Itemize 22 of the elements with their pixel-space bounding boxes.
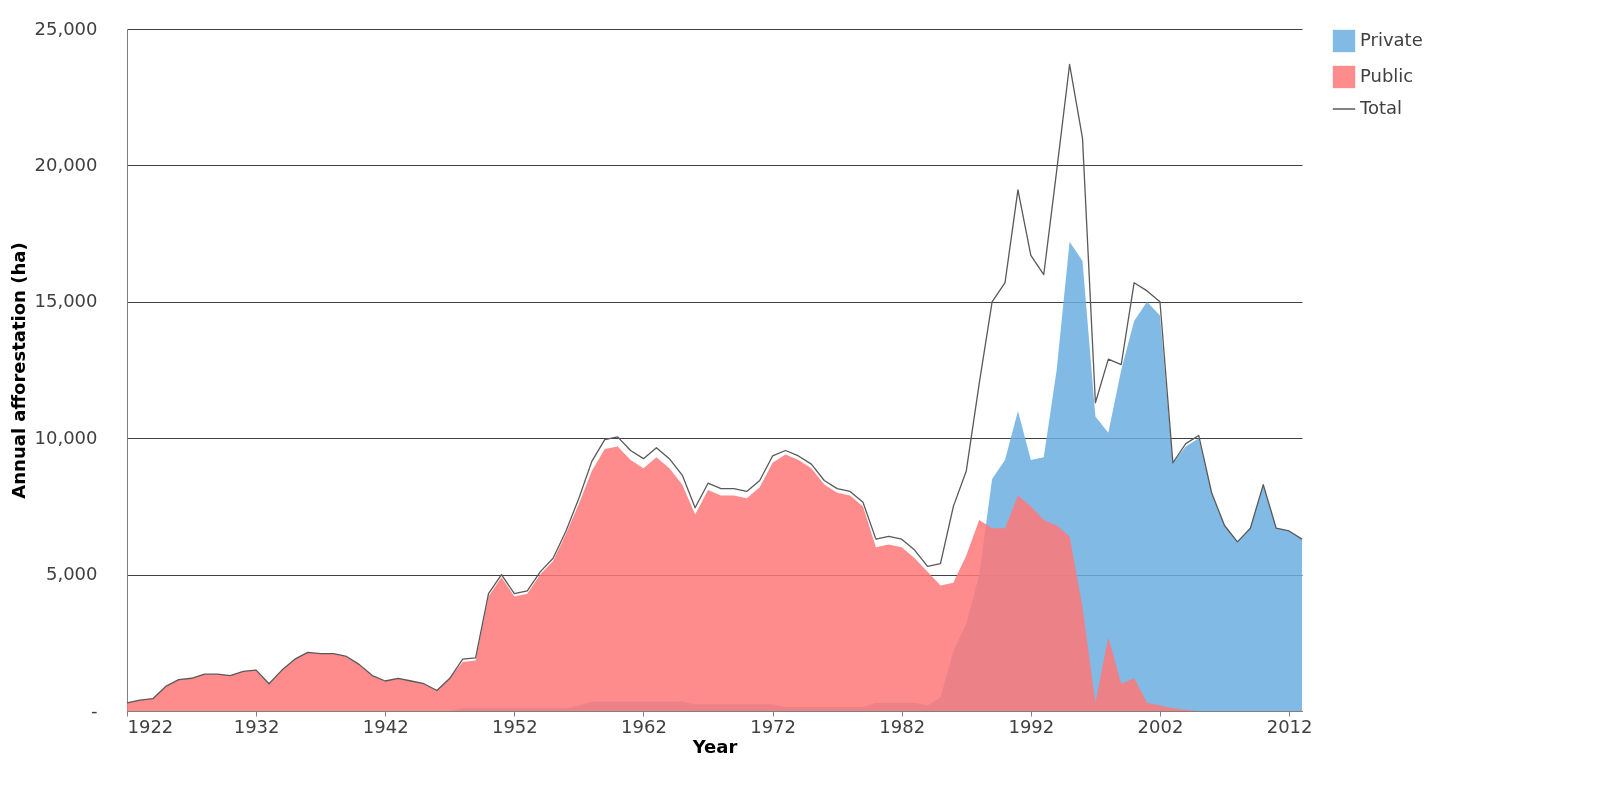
y-axis-title: Annual afforestation (ha) [7, 242, 29, 499]
legend-label: Public [1360, 65, 1414, 86]
x-tick-label: 2012 [1266, 715, 1313, 737]
y-tick-label: 25,000 [34, 17, 98, 39]
legend-label: Private [1360, 29, 1423, 50]
x-axis-title: Year [691, 735, 738, 757]
x-tick-label: 1972 [750, 715, 797, 737]
y-tick-label: 5,000 [45, 563, 98, 585]
y-tick-label: - [91, 699, 98, 721]
y-tick-label: 20,000 [34, 153, 98, 175]
x-tick-label: 1942 [362, 715, 409, 737]
x-tick-label: 1992 [1008, 715, 1055, 737]
y-tick-label: 10,000 [34, 426, 98, 448]
x-tick-label: 1952 [491, 715, 538, 737]
x-tick-label: 1932 [233, 715, 280, 737]
legend-label: Total [1359, 97, 1403, 118]
x-tick-label: 2002 [1137, 715, 1184, 737]
line-series [126, 63, 1303, 704]
y-tick-label: 15,000 [34, 290, 98, 312]
x-tick-label: 1922 [127, 715, 174, 737]
x-tick-label: 1982 [879, 715, 926, 737]
x-tick-label: 1962 [621, 715, 667, 737]
